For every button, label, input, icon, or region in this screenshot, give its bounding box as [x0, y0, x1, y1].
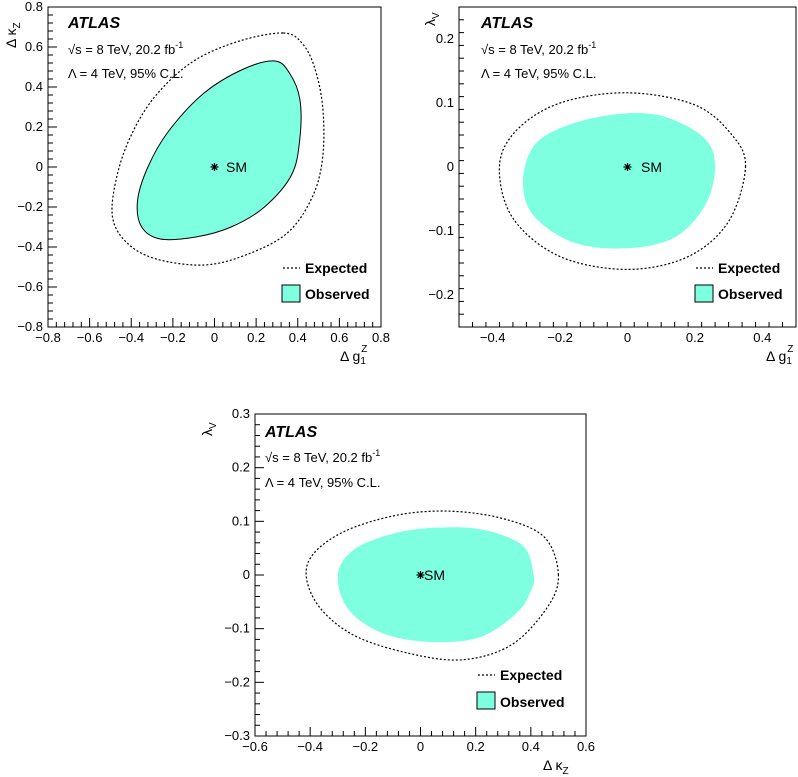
x-tick-label: −0.2: [160, 330, 186, 345]
x-axis-label: Δ κZ: [543, 757, 569, 777]
x-axis-label: Δ gZ 1: [340, 344, 367, 367]
y-tick-label: 0.6: [25, 39, 43, 54]
x-tick-label: 0.4: [289, 330, 307, 345]
sm-marker: [210, 163, 219, 171]
legend-observed-label: Observed: [500, 694, 565, 710]
y-tick-label: 0.1: [436, 95, 454, 110]
energy-lumi-label: √s = 8 TeV, 20.2 fb-1: [68, 40, 183, 57]
legend-observed-swatch: [281, 284, 301, 303]
expected-contour: [111, 32, 325, 266]
panel-dgz1-lambda: −0.4 −0.2 0 0.2 0.4 −0.2 −0.1 0 0.1 0.2 SM ATLAS…: [422, 6, 797, 367]
y-tick-label: −0.1: [428, 223, 454, 238]
y-tick-label: −0.2: [428, 287, 454, 302]
x-tick-label: −0.4: [118, 330, 144, 345]
legend-observed-swatch: [476, 691, 496, 710]
y-tick-label: 0.2: [232, 460, 250, 475]
sm-star-stroke: [211, 163, 218, 171]
x-tick-label: 0.2: [686, 330, 704, 345]
y-axis-label: λV: [422, 12, 442, 26]
x-axis-label: Δ gZ 1: [766, 344, 793, 367]
sm-marker: [623, 163, 632, 171]
y-tick-label: 0.4: [25, 79, 43, 94]
panel-dgz1-dkz: −0.8 −0.6 −0.4 −0.2 0 0.2 0.4 0.6 0.8 −0.8−0.6−0…: [3, 0, 390, 367]
x-tick-label: 0.4: [522, 739, 540, 754]
legend: Expected Observed: [694, 260, 783, 303]
y-tick-label: −0.4: [17, 239, 43, 254]
legend-observed-label: Observed: [718, 286, 783, 302]
atlas-label: ATLAS: [67, 15, 120, 32]
cutoff-cl-label: Λ = 4 TeV, 95% C.L.: [481, 66, 597, 81]
x-tick-label: −0.6: [77, 330, 103, 345]
expected-contour: [305, 510, 560, 661]
legend-expected-label: Expected: [305, 260, 367, 276]
legend-observed-label: Observed: [305, 286, 370, 302]
x-tick-label: −0.4: [297, 739, 323, 754]
y-tick-label: −0.6: [17, 279, 43, 294]
sm-label: SM: [641, 159, 662, 175]
contours: [305, 510, 560, 661]
observed-contour: [522, 112, 716, 249]
y-axis-label: λV: [199, 422, 219, 436]
contours: [111, 32, 325, 266]
energy-lumi-label: √s = 8 TeV, 20.2 fb-1: [481, 40, 596, 57]
cutoff-cl-label: Λ = 4 TeV, 95% C.L.: [68, 66, 184, 81]
x-tick-label: 0: [211, 330, 218, 345]
y-tick-label: 0.8: [25, 0, 43, 14]
y-tick-label: 0: [36, 159, 43, 174]
x-tick-label: 0.6: [577, 739, 595, 754]
y-tick-label: 0.3: [232, 406, 250, 421]
x-tick-label: 0.6: [330, 330, 348, 345]
legend: Expected Observed: [476, 667, 565, 710]
expected-contour: [498, 92, 747, 271]
y-axis-label: Δ κZ: [3, 22, 23, 48]
y-tick-label: −0.2: [224, 674, 250, 689]
legend-observed-swatch: [694, 284, 714, 303]
observed-contour: [136, 60, 302, 241]
x-tick-label: −0.8: [35, 330, 61, 345]
sm-star-stroke: [417, 571, 424, 579]
x-tick-label: 0: [417, 739, 424, 754]
y-ticks: −0.2 −0.1 0 0.1 0.2: [428, 6, 464, 328]
x-ticks: −0.6 −0.4 −0.2 0 0.2 0.4 0.6: [242, 727, 595, 754]
y-tick-label: −0.8: [17, 319, 43, 334]
y-tick-label: 0.2: [436, 31, 454, 46]
x-tick-label: 0.4: [753, 330, 771, 345]
y-ticks: −0.8 −0.6 −0.4 −0.2 0 0.2 0.4 0.6 0.8: [17, 0, 57, 334]
y-tick-label: 0.1: [232, 513, 250, 528]
y-ticks: −0.3 −0.2 −0.1 0 0.1 0.2 0.3: [224, 406, 264, 743]
x-tick-label: 0.8: [372, 330, 390, 345]
sm-star-stroke: [624, 163, 631, 171]
x-tick-label: −0.2: [352, 739, 378, 754]
atlas-label: ATLAS: [264, 424, 317, 441]
energy-lumi-label: √s = 8 TeV, 20.2 fb-1: [265, 448, 380, 465]
y-tick-label: −0.1: [224, 621, 250, 636]
x-tick-label: −0.2: [547, 330, 573, 345]
cutoff-cl-label: Λ = 4 TeV, 95% C.L.: [265, 475, 381, 490]
x-ticks: −0.8 −0.6 −0.4 −0.2 0 0.2 0.4 0.6 0.8: [35, 318, 390, 345]
legend-expected-label: Expected: [500, 667, 562, 683]
legend-expected-label: Expected: [718, 260, 780, 276]
x-tick-label: 0: [624, 330, 631, 345]
sm-label: SM: [226, 159, 247, 175]
contours: [498, 92, 747, 271]
y-tick-label: −0.2: [17, 199, 43, 214]
y-tick-label: 0.2: [25, 119, 43, 134]
y-tick-label: −0.3: [224, 728, 250, 743]
y-tick-label: 0: [243, 567, 250, 582]
x-tick-label: −0.6: [242, 739, 268, 754]
atlas-label: ATLAS: [480, 15, 533, 32]
observed-contour: [337, 527, 535, 643]
sm-label: SM: [424, 567, 445, 583]
x-tick-label: 0.2: [467, 739, 485, 754]
sm-marker: [416, 571, 425, 579]
legend: Expected Observed: [281, 260, 370, 303]
panel-dkz-lambda: −0.6 −0.4 −0.2 0 0.2 0.4 0.6 −0.3 −0.2 −0.1 0 0.1 0…: [199, 406, 595, 777]
y-tick-label: 0: [447, 159, 454, 174]
x-tick-label: 0.2: [247, 330, 265, 345]
x-ticks: −0.4 −0.2 0 0.2 0.4: [458, 322, 797, 345]
x-tick-label: −0.4: [480, 330, 506, 345]
